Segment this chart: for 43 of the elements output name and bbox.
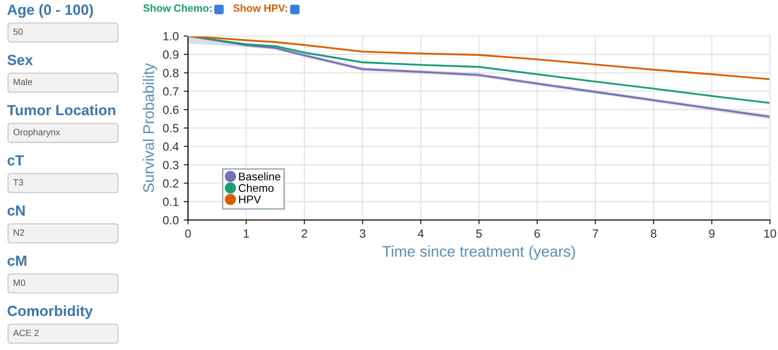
text: T3 (13, 179, 24, 186)
text: Show HPV: (233, 4, 287, 12)
x-tick-label: 5 (476, 229, 482, 238)
text: Show Chemo: (143, 4, 212, 12)
text: M0 (14, 280, 26, 286)
y-tick-label: 0.4 (163, 142, 179, 151)
y-tick-label: 0.8 (163, 68, 178, 78)
x-tick-label: 10 (764, 229, 776, 238)
x-tick-label: 2 (302, 229, 308, 238)
legend-label: Chemo (238, 184, 274, 192)
y-tick-label: 0.6 (163, 106, 178, 114)
x-axis-title: Time since treatment (years) (382, 246, 575, 260)
y-axis-title: Survival Probability (142, 63, 158, 192)
y-tick-label: 0.2 (163, 179, 178, 188)
y-tick-label: 0.7 (163, 87, 178, 96)
text: 50 (13, 28, 23, 35)
legend-label: Baseline (239, 172, 280, 180)
x-tick-label: 8 (650, 229, 656, 238)
text: cT (8, 155, 24, 166)
text: N2 (14, 229, 24, 236)
x-tick-label: 6 (534, 229, 540, 238)
y-tick-label: 1.0 (163, 32, 179, 40)
text: Male (14, 78, 32, 86)
text: Tumor Location (7, 104, 116, 116)
x-tick-label: 4 (418, 229, 424, 238)
text: Oropharynx (13, 128, 60, 138)
x-tick-label: 9 (709, 229, 715, 238)
text: cN (8, 206, 25, 216)
y-tick-label: 0.9 (163, 50, 178, 59)
x-tick-label: 7 (592, 229, 598, 238)
text: Age (0 - 100) (7, 4, 93, 18)
y-tick-label: 0.5 (163, 124, 178, 132)
text: Comorbidity (8, 305, 93, 319)
x-tick-label: 0 (185, 229, 191, 238)
y-tick-label: 0.3 (163, 160, 178, 170)
x-tick-label: 1 (244, 229, 249, 238)
y-tick-label: 0.0 (163, 216, 179, 224)
text: cM (8, 256, 26, 266)
x-tick-label: 3 (360, 229, 366, 238)
text: Sex (7, 54, 33, 66)
text: ACE 2 (13, 330, 39, 336)
y-tick-label: 0.1 (163, 198, 178, 206)
legend-label: HPV (239, 196, 262, 204)
